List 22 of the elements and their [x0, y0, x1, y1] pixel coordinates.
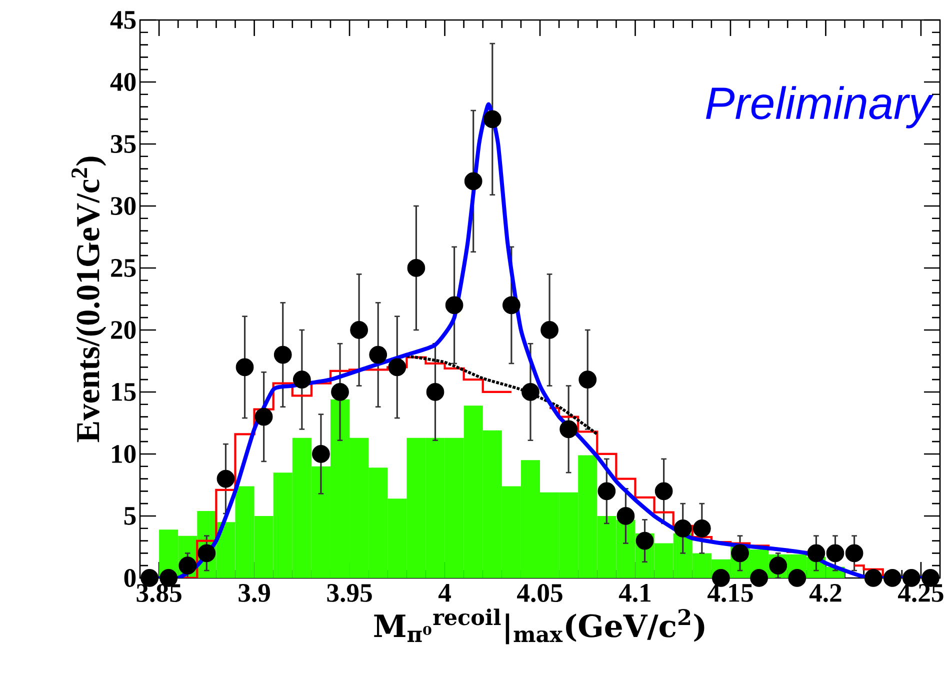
x-tick-label: 3.95 — [327, 584, 372, 602]
annotation: Preliminary — [706, 86, 934, 128]
y-tick-label: 45 — [110, 11, 136, 29]
y-tick-label: 20 — [111, 320, 136, 339]
y-tick-label: 0 — [124, 568, 136, 587]
x-tick-label: 4.15 — [708, 584, 753, 602]
x-tick-label: 3.85 — [136, 584, 182, 602]
x-tick-label: 4.05 — [517, 584, 562, 602]
x-tick-label: 4.25 — [898, 584, 944, 602]
y-axis-title: Events/(0.01GeV/c$^{2}$) — [72, 156, 106, 442]
y-tick-label: 15 — [112, 383, 136, 401]
y-tick-label: 30 — [110, 196, 136, 215]
x-tick-label: 3.9 — [238, 584, 270, 602]
y-tick-label: 5 — [124, 507, 136, 525]
x-axis-title: M$_{π⁰}$$^{recoil}$|$_{max}$(GeV/c$^{2}$) — [374, 608, 704, 644]
y-tick-label: 35 — [110, 135, 136, 153]
x-tick-label: 4 — [438, 584, 451, 602]
y-tick-label: 10 — [112, 444, 136, 463]
x-tick-label: 4.1 — [618, 584, 651, 602]
x-tick-label: 4.2 — [809, 584, 842, 602]
y-tick-label: 25 — [111, 259, 136, 277]
y-tick-label: 40 — [110, 72, 136, 91]
